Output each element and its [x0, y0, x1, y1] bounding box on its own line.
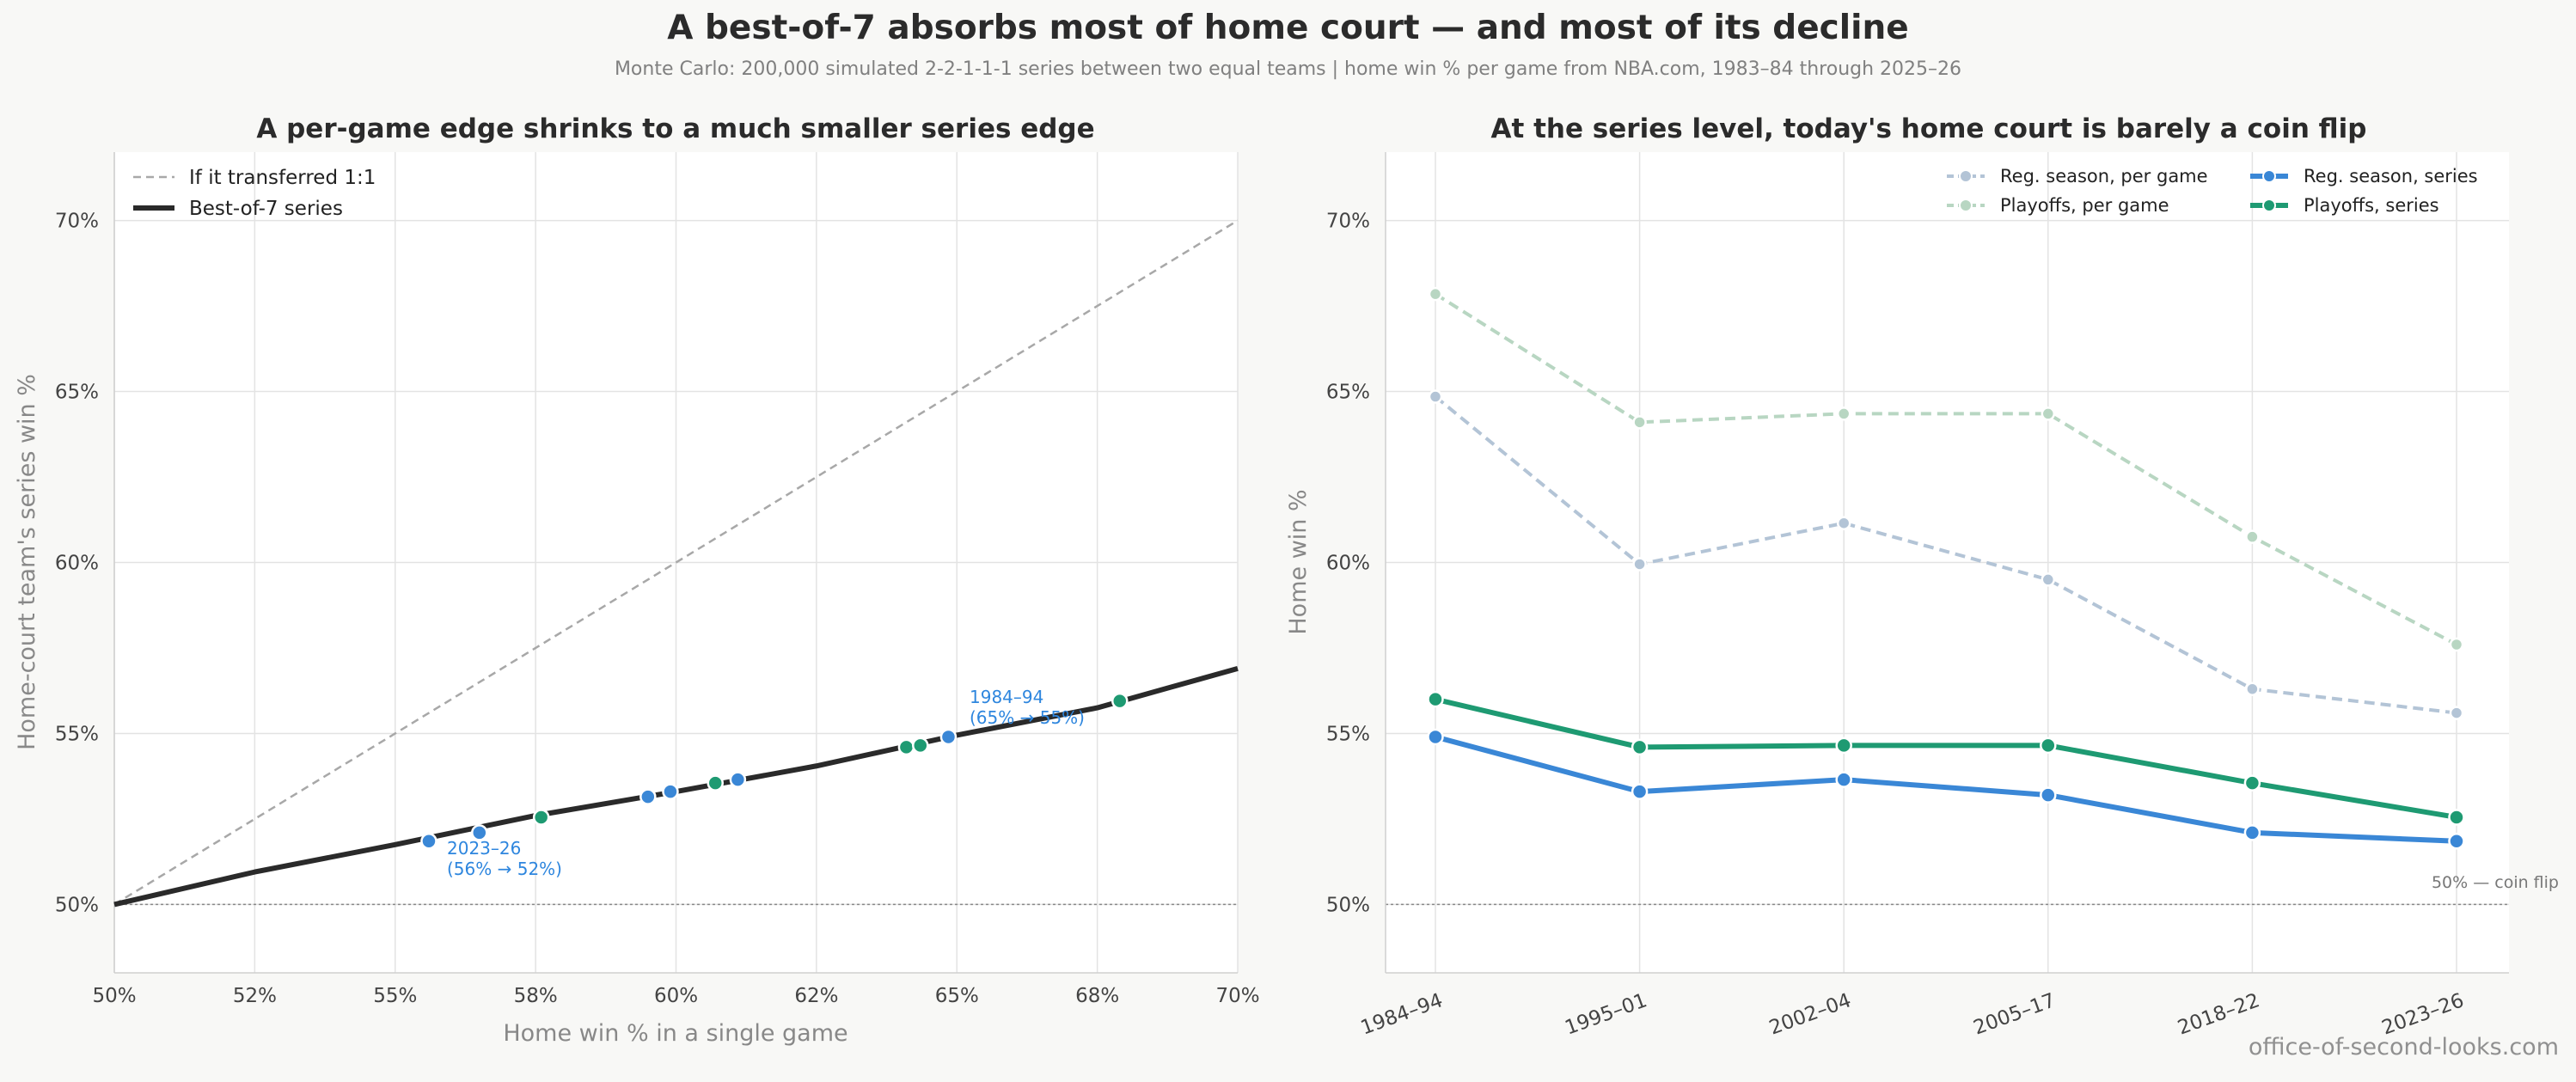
left-ticks: 50% 52% 55% 58% 60% 62% 65% 68% 70% 50% 55% 60% 65% 7…	[55, 211, 1260, 1007]
playoff-point	[912, 737, 929, 755]
right-y-tick-label: 55%	[1326, 723, 1370, 745]
playoffs-series-point	[2040, 737, 2057, 755]
annotation-2023-26: 2023–26 (56% → 52%)	[447, 838, 562, 879]
figure-title: A best-of-7 absorbs most of home court —…	[667, 9, 1909, 47]
playoff-point	[1111, 692, 1129, 710]
left-x-tick-label: 55%	[373, 985, 417, 1007]
left-x-tick-label: 70%	[1215, 985, 1259, 1007]
regular-season-point	[729, 771, 747, 788]
legend-curve-label: Best-of-7 series	[189, 198, 343, 220]
playoffs-per-game-point	[1428, 286, 1443, 302]
annotation-2023-26-line2: (56% → 52%)	[447, 859, 562, 879]
reg-season-per-game-line	[1434, 394, 2457, 715]
right-y-tick-label: 65%	[1326, 382, 1370, 404]
left-y-tick-label: 55%	[55, 723, 99, 745]
right-panel-title: At the series level, today's home court …	[1491, 113, 2367, 144]
right-x-tick-label: 1984–94	[1358, 989, 1446, 1039]
reg-season-series-point	[1427, 728, 1444, 746]
left-x-tick-label: 50%	[92, 985, 136, 1007]
right-marks	[1427, 286, 2465, 850]
right-y-tick-label: 50%	[1326, 894, 1370, 916]
right-x-tick-label: 1995–01	[1562, 989, 1649, 1039]
playoffs-per-game-point	[2449, 637, 2464, 652]
reg-season-per-game-point	[1836, 516, 1851, 530]
legend-label: Playoffs, series	[2304, 195, 2439, 216]
regular-season-point	[471, 824, 488, 841]
legend-swatch-marker	[1959, 199, 1973, 212]
regular-season-point	[639, 788, 657, 805]
left-x-tick-label: 68%	[1075, 985, 1119, 1007]
right-y-tick-label: 60%	[1326, 553, 1370, 575]
legend-identity-label: If it transferred 1:1	[189, 167, 376, 189]
reg-season-per-game-point	[2245, 682, 2260, 696]
left-y-tick-label: 50%	[55, 894, 99, 916]
right-x-tick-label: 2018–22	[2175, 989, 2262, 1039]
reg-season-series-line	[1435, 734, 2457, 844]
playoff-point	[532, 809, 550, 826]
right-x-tick-label: 2002–04	[1766, 989, 1854, 1039]
playoffs-series-point	[1835, 737, 1852, 755]
annotation-1984-94-line1: 1984–94	[970, 687, 1043, 707]
regular-season-point	[420, 833, 437, 850]
playoffs-series-line	[1435, 696, 2457, 820]
best-of-7-curve	[113, 665, 1239, 908]
left-x-tick-label: 65%	[935, 985, 979, 1007]
reg-season-series-point	[2448, 833, 2465, 850]
left-x-tick-label: 60%	[654, 985, 698, 1007]
left-y-tick-label: 70%	[55, 211, 99, 233]
playoffs-per-game-point	[1632, 415, 1647, 430]
left-y-tick-label: 65%	[55, 382, 99, 404]
regular-season-point	[939, 728, 958, 746]
reg-season-per-game-point	[2449, 706, 2464, 720]
playoffs-series-point	[2243, 774, 2261, 792]
playoffs-series-point	[1427, 690, 1444, 708]
playoff-point	[897, 738, 915, 756]
reg-season-series-point	[1835, 771, 1852, 788]
right-x-tick-label: 2023–26	[2379, 989, 2467, 1039]
left-x-tick-label: 58%	[514, 985, 558, 1007]
right-x-tick-label: 2005–17	[1971, 989, 2059, 1039]
right-legend: Reg. season, per game Playoffs, per game R…	[1947, 166, 2478, 216]
left-legend: If it transferred 1:1 Best-of-7 series	[133, 167, 376, 220]
reg-season-per-game-point	[1632, 557, 1647, 572]
legend-swatch-marker	[2262, 169, 2276, 183]
playoffs-series-point	[2448, 809, 2465, 826]
legend-label: Playoffs, per game	[2000, 195, 2169, 216]
reg-season-series-point	[2040, 786, 2057, 804]
annotation-2023-26-line1: 2023–26	[447, 838, 521, 859]
legend-label: Reg. season, per game	[2000, 166, 2208, 186]
left-x-axis-label: Home win % in a single game	[503, 1020, 847, 1047]
reg-season-series-point	[1631, 783, 1649, 800]
left-marks	[113, 219, 1239, 908]
left-panel-title: A per-game edge shrinks to a much smalle…	[256, 113, 1094, 144]
figure-subtitle: Monte Carlo: 200,000 simulated 2-2-1-1-1…	[614, 58, 1962, 80]
right-y-axis-label: Home win %	[1285, 489, 1312, 634]
identity-line	[113, 219, 1239, 906]
playoffs-series-point	[1631, 738, 1649, 756]
right-y-tick-label: 70%	[1326, 211, 1370, 233]
playoff-point	[707, 774, 724, 792]
coin-flip-label: 50% — coin flip	[2432, 873, 2559, 892]
legend-swatch-marker	[2262, 199, 2276, 212]
reg-season-series-point	[2243, 824, 2261, 841]
left-y-tick-label: 60%	[55, 553, 99, 575]
left-y-axis-label: Home-court team's series win %	[14, 374, 40, 750]
left-x-tick-label: 52%	[233, 985, 277, 1007]
reg-season-per-game-point	[1428, 389, 1443, 404]
playoffs-per-game-point	[2041, 407, 2056, 421]
reg-season-per-game-point	[2041, 572, 2056, 587]
credit-text: office-of-second-looks.com	[2248, 1034, 2559, 1061]
left-panel: 50% 52% 55% 58% 60% 62% 65% 68% 70% 50% 55% 60% 65% 7…	[14, 113, 1260, 1047]
playoffs-per-game-line	[1434, 292, 2457, 646]
legend-label: Reg. season, series	[2304, 166, 2478, 186]
annotation-1984-94-line2: (65% → 55%)	[970, 707, 1085, 728]
legend-swatch-marker	[1959, 169, 1973, 183]
regular-season-point	[662, 783, 679, 800]
playoffs-per-game-point	[2245, 529, 2260, 544]
playoffs-per-game-point	[1836, 407, 1851, 421]
left-x-tick-label: 62%	[794, 985, 838, 1007]
right-panel: 1984–94 1995–01 2002–04 2005–17 2018–22 2023–…	[1285, 113, 2559, 1040]
annotation-1984-94: 1984–94 (65% → 55%)	[970, 687, 1085, 728]
